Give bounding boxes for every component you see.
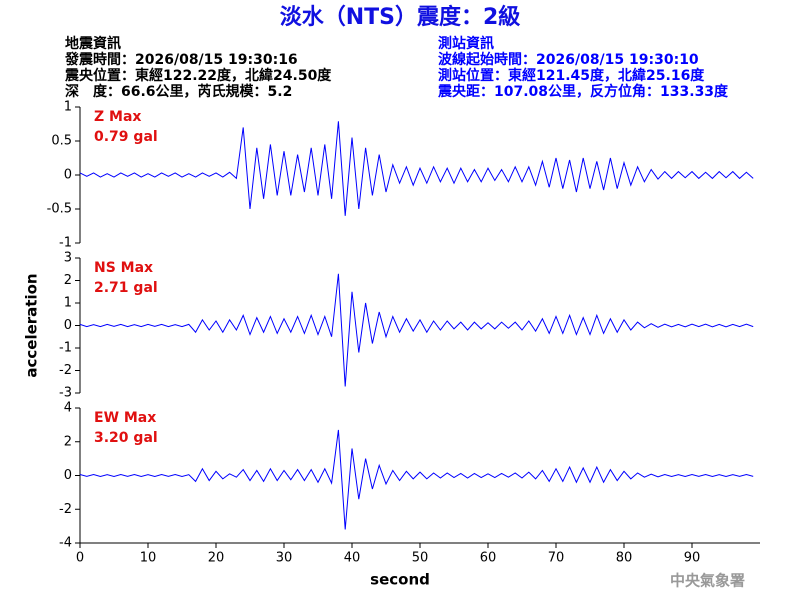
y-tick-label: -3: [59, 386, 72, 401]
info-left: 深 度：66.6公里，芮氏規模：5.2: [65, 83, 292, 100]
y-tick-label: -1: [59, 341, 72, 356]
x-tick-label: 70: [548, 551, 565, 566]
x-tick-label: 90: [684, 551, 701, 566]
annotation: 2.71 gal: [94, 280, 158, 296]
y-tick-label: 2: [64, 273, 72, 288]
x-tick-label: 20: [208, 551, 225, 566]
y-tick-label: 0: [64, 168, 72, 183]
waveform: [79, 429, 754, 530]
annotation: 0.79 gal: [94, 129, 158, 145]
x-tick-label: 30: [276, 551, 293, 566]
y-tick-label: -2: [59, 363, 72, 378]
info-right: 震央距：107.08公里，反方位角：133.33度: [437, 83, 729, 100]
y-tick-label: 2: [64, 434, 72, 449]
y-tick-label: -1: [59, 236, 72, 251]
y-tick-label: 1: [64, 296, 72, 311]
waveform: [79, 121, 754, 216]
info-right: 測站位置：東經121.45度，北緯25.16度: [438, 67, 705, 84]
x-tick-label: 60: [480, 551, 497, 566]
y-tick-label: 3: [64, 251, 72, 266]
y-tick-label: 0.5: [51, 134, 72, 149]
info-left: 發震時間：2026/08/15 19:30:16: [64, 51, 298, 68]
info-right: 測站資訊: [438, 35, 494, 52]
annotation: Z Max: [94, 109, 141, 125]
x-tick-label: 10: [140, 551, 157, 566]
footer: 中央氣象署: [670, 572, 745, 590]
annotation: 3.20 gal: [94, 430, 158, 446]
y-tick-label: -4: [59, 536, 72, 551]
annotation: EW Max: [94, 410, 156, 426]
annotation: NS Max: [94, 260, 153, 276]
x-tick-label: 40: [344, 551, 361, 566]
y-axis-label: acceleration: [23, 273, 41, 377]
info-left: 地震資訊: [65, 35, 121, 52]
y-tick-label: 4: [64, 401, 72, 416]
y-tick-label: 0: [64, 468, 72, 483]
x-axis-label: second: [370, 571, 430, 589]
x-tick-label: 50: [412, 551, 429, 566]
y-tick-label: 0: [64, 318, 72, 333]
x-tick-label: 80: [616, 551, 633, 566]
y-tick-label: 1: [64, 100, 72, 115]
info-left: 震央位置：東經122.22度，北緯24.50度: [64, 67, 332, 84]
y-tick-label: -2: [59, 502, 72, 517]
x-tick-label: 0: [76, 551, 84, 566]
waveform: [79, 273, 754, 387]
y-tick-label: -0.5: [47, 202, 72, 217]
info-right: 波線起始時間：2026/08/15 19:30:10: [438, 51, 699, 68]
chart-title: 淡水（NTS）震度：2級: [280, 4, 521, 30]
